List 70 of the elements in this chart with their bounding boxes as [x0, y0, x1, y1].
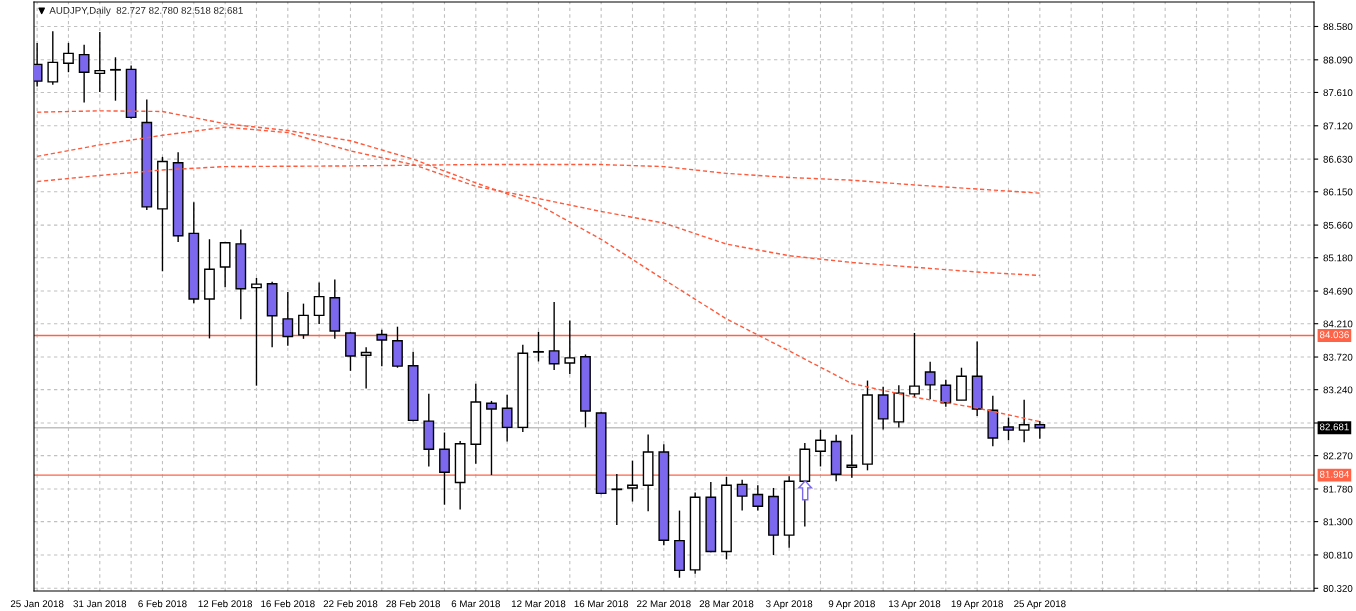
candlestick: [533, 331, 544, 363]
x-tick-label: 6 Feb 2018: [138, 600, 187, 608]
x-tick-label: 16 Mar 2018: [574, 600, 629, 608]
x-tick-label: 25 Jan 2018: [10, 600, 64, 608]
candlestick: [298, 302, 309, 340]
x-tick-label: 9 Apr 2018: [828, 600, 875, 610]
y-tick-label: 87.120: [1323, 122, 1353, 130]
candlestick: [909, 332, 920, 398]
y-tick-label: 88.580: [1323, 23, 1353, 31]
candlestick: [78, 44, 90, 104]
candlestick: [846, 434, 858, 479]
candlestick: [815, 429, 826, 468]
x-tick-label: 22 Feb 2018: [323, 600, 378, 608]
y-tick-label: 83.240: [1323, 386, 1353, 394]
ref-line-label: 81.984: [1319, 470, 1350, 478]
candlestick: [924, 361, 936, 401]
y-tick-label: 86.630: [1323, 155, 1353, 163]
x-tick-label: 13 Apr 2018: [889, 600, 941, 610]
x-tick-label: 12 Feb 2018: [198, 600, 253, 608]
candlestick: [94, 31, 106, 93]
ref-line-label: 82.681: [1319, 423, 1349, 431]
y-tick-label: 87.610: [1323, 89, 1353, 97]
y-tick-label: 85.180: [1323, 254, 1353, 262]
x-tick-label: 22 Mar 2018: [637, 600, 691, 608]
x-tick-label: 31 Jan 2018: [73, 600, 127, 608]
x-tick-label: 16 Feb 2018: [261, 600, 315, 608]
y-tick-label: 80.320: [1323, 585, 1353, 592]
y-tick-label: 80.810: [1323, 551, 1353, 559]
candlestick: [548, 301, 560, 371]
candlestick: [486, 400, 497, 476]
candlestick: [736, 479, 748, 512]
candlestick: [501, 393, 513, 443]
candlestick: [940, 379, 952, 408]
y-tick-label: 84.690: [1323, 287, 1353, 295]
y-tick-label: 86.150: [1323, 188, 1353, 196]
candlestick: [313, 281, 325, 325]
x-tick-label: 19 Apr 2018: [951, 600, 1003, 610]
candlestick: [1003, 416, 1014, 441]
candlestick: [360, 346, 372, 390]
candlestick: [1018, 398, 1030, 443]
y-tick-label: 88.090: [1323, 56, 1353, 64]
candlestick: [345, 331, 356, 372]
candlestick: [110, 56, 121, 102]
y-tick-label: 83.720: [1323, 353, 1353, 361]
candlestick: [956, 367, 967, 401]
candlestick: [877, 386, 889, 431]
candlestick: [47, 30, 59, 86]
candlestick: [1034, 420, 1046, 440]
y-tick-label: 85.660: [1323, 221, 1353, 229]
x-tick-label: 6 Mar 2018: [451, 600, 500, 608]
ref-line-label: 84.036: [1319, 331, 1349, 339]
candlestick: [376, 329, 388, 367]
candlestick: [439, 431, 450, 506]
x-tick-label: 28 Feb 2018: [386, 600, 441, 608]
x-tick-label: 3 Apr 2018: [766, 600, 813, 610]
candlestick: [627, 459, 638, 503]
x-tick-label: 25 Apr 2018: [1014, 600, 1066, 610]
y-tick-label: 81.780: [1323, 485, 1353, 493]
chart-title: AUDJPY,Daily 82.727 82.780 82.518 82.681: [49, 6, 243, 16]
candlestick: [611, 473, 623, 526]
x-tick-label: 28 Mar 2018: [699, 600, 754, 608]
x-tick-label: 12 Mar 2018: [511, 600, 566, 608]
y-tick-label: 84.210: [1323, 320, 1353, 328]
y-tick-label: 81.300: [1323, 518, 1353, 526]
candlestick: [752, 484, 764, 512]
candlestick: [63, 42, 74, 73]
candlestick: [564, 319, 576, 375]
y-tick-label: 82.270: [1323, 452, 1353, 460]
candlestick: [282, 291, 294, 347]
candlestick: [251, 277, 262, 387]
